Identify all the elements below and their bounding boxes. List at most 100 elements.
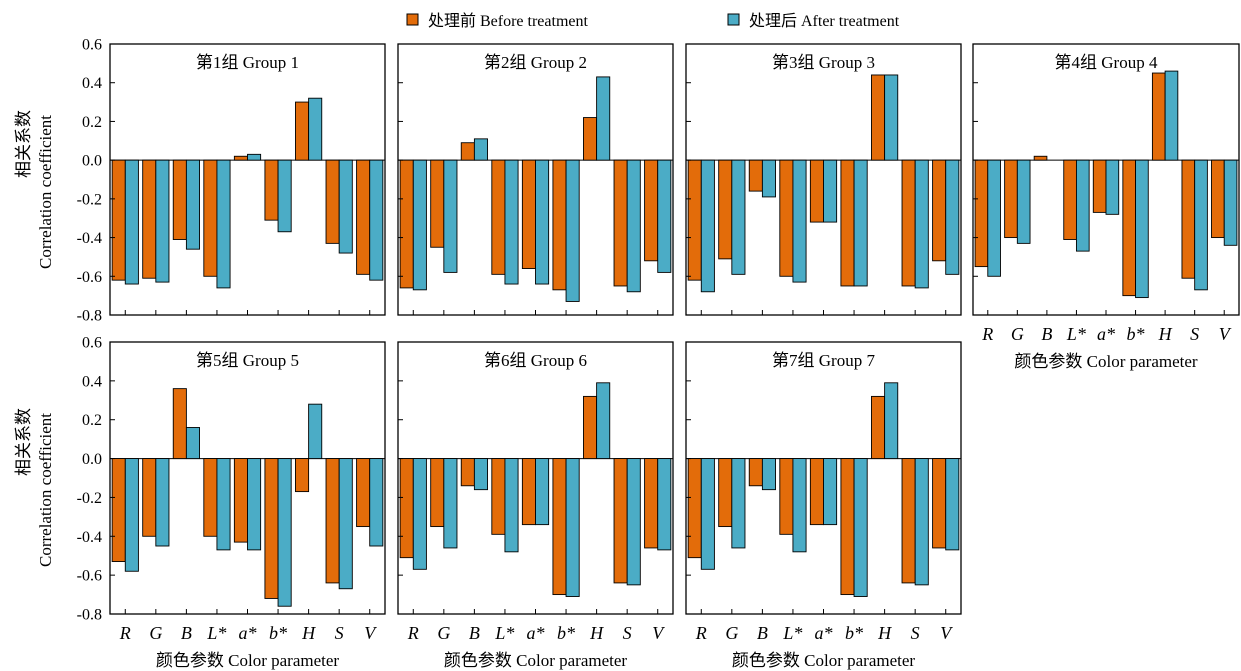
x-tick-label: S: [335, 623, 344, 643]
bar-before-l-star: [779, 159, 794, 277]
panel-title: 第6组 Group 6: [484, 351, 587, 370]
bar-before-a-star: [521, 159, 536, 269]
x-tick-label: b*: [1127, 324, 1145, 344]
bar-before-l-star: [491, 458, 506, 535]
panel-1: 0.6 0.4 0.2 0.0 -0.2 -0.4 -0.6 -0.8 第1组 Group 1 相…: [14, 37, 386, 325]
x-tick-label: G: [437, 623, 450, 643]
bar-after-s: [914, 458, 929, 586]
bar-after-h: [596, 382, 611, 460]
y-tick-label: -0.4: [77, 230, 102, 247]
bar-after-b: [473, 138, 488, 161]
y-axis-label-cn: 相关系数: [14, 110, 33, 178]
bar-before-l-star: [203, 458, 218, 537]
bar-after-b-star: [1135, 159, 1149, 299]
bar-after-b: [761, 159, 776, 198]
bar-before-g: [430, 458, 445, 528]
panel-7: R G B L* a* b* H S V 第7组 Group 7 颜色参数 Color parame…: [685, 341, 962, 670]
x-tick-label: V: [652, 623, 665, 643]
bar-before-s: [325, 458, 340, 584]
bar-before-v: [644, 159, 659, 262]
bar-before-l-star: [203, 159, 218, 277]
bar-before-r: [111, 159, 126, 281]
bar-before-b-star: [1122, 159, 1137, 297]
bar-after-l-star: [504, 458, 519, 553]
bar-after-b: [185, 159, 200, 250]
bar-before-r: [399, 458, 414, 559]
x-tick-label: B: [469, 623, 480, 643]
bar-after-g: [1016, 159, 1031, 244]
bar-before-b-star: [264, 159, 279, 221]
bar-after-l-star: [792, 458, 807, 553]
bar-after-g: [731, 159, 746, 275]
bar-before-s: [901, 458, 916, 584]
bar-before-g: [718, 458, 733, 528]
x-axis-label: 颜色参数 Color parameter: [732, 651, 916, 670]
bar-before-b-star: [840, 159, 855, 287]
bar-after-a-star: [247, 153, 262, 161]
x-tick-label: G: [149, 623, 162, 643]
x-tick-label: V: [364, 623, 377, 643]
x-tick-label: R: [119, 623, 131, 643]
bar-after-b: [761, 458, 776, 491]
bar-after-r: [124, 458, 139, 572]
bar-before-h: [871, 74, 886, 161]
bar-before-b-star: [552, 458, 567, 596]
bar-after-b: [185, 427, 200, 460]
bar-after-b-star: [277, 458, 292, 607]
bar-after-s: [338, 458, 353, 590]
bar-before-a-star: [809, 458, 824, 526]
y-tick-label: -0.6: [77, 568, 102, 585]
bar-before-b: [172, 159, 187, 240]
bar-before-l-star: [491, 159, 506, 275]
bar-before-v: [932, 159, 947, 262]
bar-before-s: [901, 159, 916, 287]
bar-after-r: [700, 159, 715, 293]
bar-after-v: [369, 159, 384, 281]
x-tick-label: G: [1011, 324, 1024, 344]
x-tick-label: H: [301, 623, 316, 643]
bar-before-b: [748, 159, 763, 192]
bar-before-h: [295, 458, 310, 493]
legend: 处理前 Before treatment 处理后 After treatment: [406, 12, 900, 30]
bar-before-s: [325, 159, 340, 244]
chart-panels: 0.6 0.4 0.2 0.0 -0.2 -0.4 -0.6 -0.8 第1组 Group 1 相…: [14, 37, 1240, 670]
y-tick-label: 0.0: [82, 451, 102, 468]
x-axis-label: 颜色参数 Color parameter: [156, 651, 340, 670]
bar-before-r: [687, 458, 702, 559]
x-tick-label: a*: [1097, 324, 1115, 344]
bar-before-g: [142, 159, 157, 279]
y-tick-label: 0.0: [82, 153, 102, 170]
bar-after-g: [731, 458, 746, 549]
bar-after-v: [1223, 159, 1238, 246]
bar-before-h: [583, 395, 598, 460]
bar-after-l-star: [216, 458, 231, 551]
bar-after-a-star: [823, 159, 838, 223]
x-tick-label: G: [725, 623, 738, 643]
bar-after-a-star: [247, 458, 262, 551]
bar-after-s: [626, 159, 641, 293]
x-tick-label: S: [623, 623, 632, 643]
bar-before-b-star: [840, 458, 855, 596]
bar-after-b-star: [565, 458, 580, 597]
y-tick-label: -0.2: [77, 490, 102, 507]
bar-before-b: [748, 458, 763, 487]
bar-before-b-star: [264, 458, 279, 599]
bar-before-a-star: [809, 159, 824, 223]
y-tick-label: 0.2: [82, 412, 102, 429]
panel-title: 第1组 Group 1: [196, 53, 299, 72]
panel-title: 第3组 Group 3: [772, 53, 875, 72]
y-axis-label-en: Correlation coefficient: [36, 115, 55, 269]
bar-after-g: [155, 159, 170, 283]
x-tick-label: a*: [239, 623, 257, 643]
bar-after-r: [412, 458, 427, 570]
legend-label-before: 处理前 Before treatment: [428, 12, 589, 30]
x-tick-label: a*: [815, 623, 833, 643]
y-tick-label: -0.8: [77, 308, 102, 325]
bar-after-b-star: [853, 458, 868, 597]
bar-after-h: [308, 97, 323, 161]
bar-before-l-star: [779, 458, 794, 535]
bar-before-g: [142, 458, 157, 537]
x-tick-label: B: [757, 623, 768, 643]
panel-2: 第2组 Group 2: [397, 43, 674, 316]
